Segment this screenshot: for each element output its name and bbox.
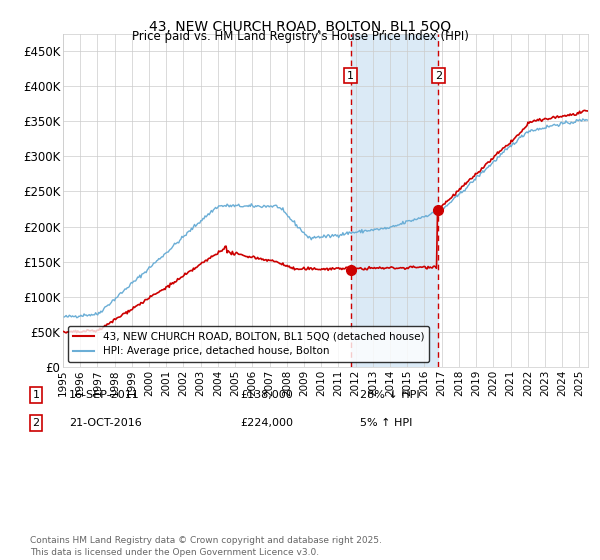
Text: 28% ↓ HPI: 28% ↓ HPI xyxy=(360,390,419,400)
Text: £224,000: £224,000 xyxy=(240,418,293,428)
Text: 16-SEP-2011: 16-SEP-2011 xyxy=(69,390,140,400)
Bar xyxy=(350,34,438,367)
Text: Contains HM Land Registry data © Crown copyright and database right 2025.
This d: Contains HM Land Registry data © Crown c… xyxy=(30,536,382,557)
Text: 1: 1 xyxy=(32,390,40,400)
Text: 21-OCT-2016: 21-OCT-2016 xyxy=(69,418,142,428)
Text: 5% ↑ HPI: 5% ↑ HPI xyxy=(360,418,412,428)
Text: 2: 2 xyxy=(32,418,40,428)
Text: 1: 1 xyxy=(347,71,354,81)
Text: 2: 2 xyxy=(434,71,442,81)
Text: £138,000: £138,000 xyxy=(240,390,293,400)
Text: Price paid vs. HM Land Registry's House Price Index (HPI): Price paid vs. HM Land Registry's House … xyxy=(131,30,469,43)
Legend: 43, NEW CHURCH ROAD, BOLTON, BL1 5QQ (detached house), HPI: Average price, detac: 43, NEW CHURCH ROAD, BOLTON, BL1 5QQ (de… xyxy=(68,326,429,362)
Text: 43, NEW CHURCH ROAD, BOLTON, BL1 5QQ: 43, NEW CHURCH ROAD, BOLTON, BL1 5QQ xyxy=(149,20,451,34)
